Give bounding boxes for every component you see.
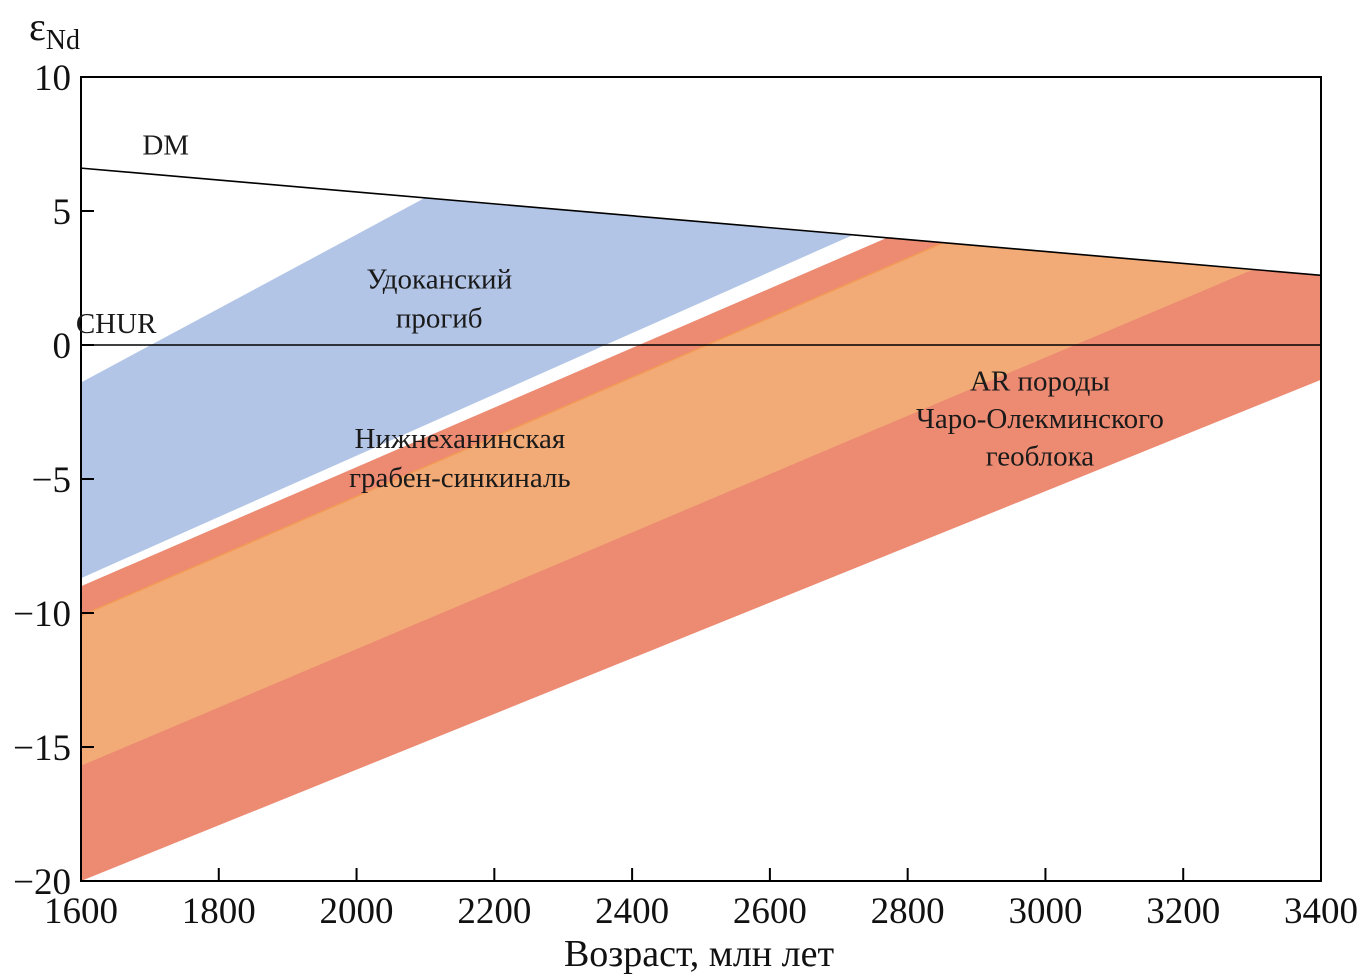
x-tick-label: 2600 — [733, 891, 807, 932]
axis-ticks: 1600 1800 2000 2200 2400 2600 2800 3000 3200 3400… — [13, 58, 1358, 932]
y-tick-label: 5 — [53, 192, 72, 233]
annotation-label: грабен-синкиналь — [349, 462, 571, 494]
dm-line — [80, 167, 1322, 277]
annotation-labels: Удоканский прогиб Нижнеханинская грабен-син… — [76, 130, 1164, 494]
dm-label: DM — [142, 130, 189, 162]
y-tick-label: 0 — [53, 326, 72, 367]
band-fills — [80, 197, 1321, 882]
y-tick-label: −10 — [13, 594, 71, 635]
x-tick-label: 3400 — [1284, 891, 1358, 932]
x-tick-label: 3200 — [1146, 891, 1220, 932]
x-tick-label: 3000 — [1008, 891, 1082, 932]
y-tick-label: −5 — [32, 460, 71, 501]
x-tick-label: 1800 — [182, 891, 256, 932]
annotation-label: прогиб — [396, 303, 483, 335]
x-tick-label: 2800 — [871, 891, 945, 932]
band-2-нижнеханинская-грабен-синкиналь — [81, 243, 1253, 766]
annotation-label: Чаро-Олекминского — [916, 403, 1164, 435]
y-axis-title-sub: Nd — [46, 25, 80, 56]
band-2-upper-edge — [80, 242, 943, 617]
annotation-label: AR породы — [970, 366, 1110, 398]
band-1-ar-породы-чаро-олекминского-геоблока — [81, 237, 1321, 882]
y-axis-title-main: ε — [29, 4, 46, 49]
x-tick-label: 1600 — [44, 891, 118, 932]
y-tick-label: 10 — [34, 58, 71, 99]
x-tick-label: 2400 — [595, 891, 669, 932]
band-3-удоканский-прогиб — [81, 197, 853, 579]
annotation-label: геоблока — [986, 441, 1095, 473]
y-tick-label: −15 — [13, 728, 71, 769]
x-tick-label: 2200 — [457, 891, 531, 932]
reference-lines — [80, 167, 1322, 346]
x-tick-label: 2000 — [320, 891, 394, 932]
y-axis-title: εNd — [29, 4, 80, 56]
chur-label: CHUR — [76, 308, 157, 340]
annotation-label: Нижнеханинская — [354, 423, 565, 455]
x-axis-title: Возраст, млн лет — [564, 933, 835, 975]
annotation-label: Удоканский — [366, 264, 512, 296]
y-tick-label: −20 — [13, 862, 71, 903]
